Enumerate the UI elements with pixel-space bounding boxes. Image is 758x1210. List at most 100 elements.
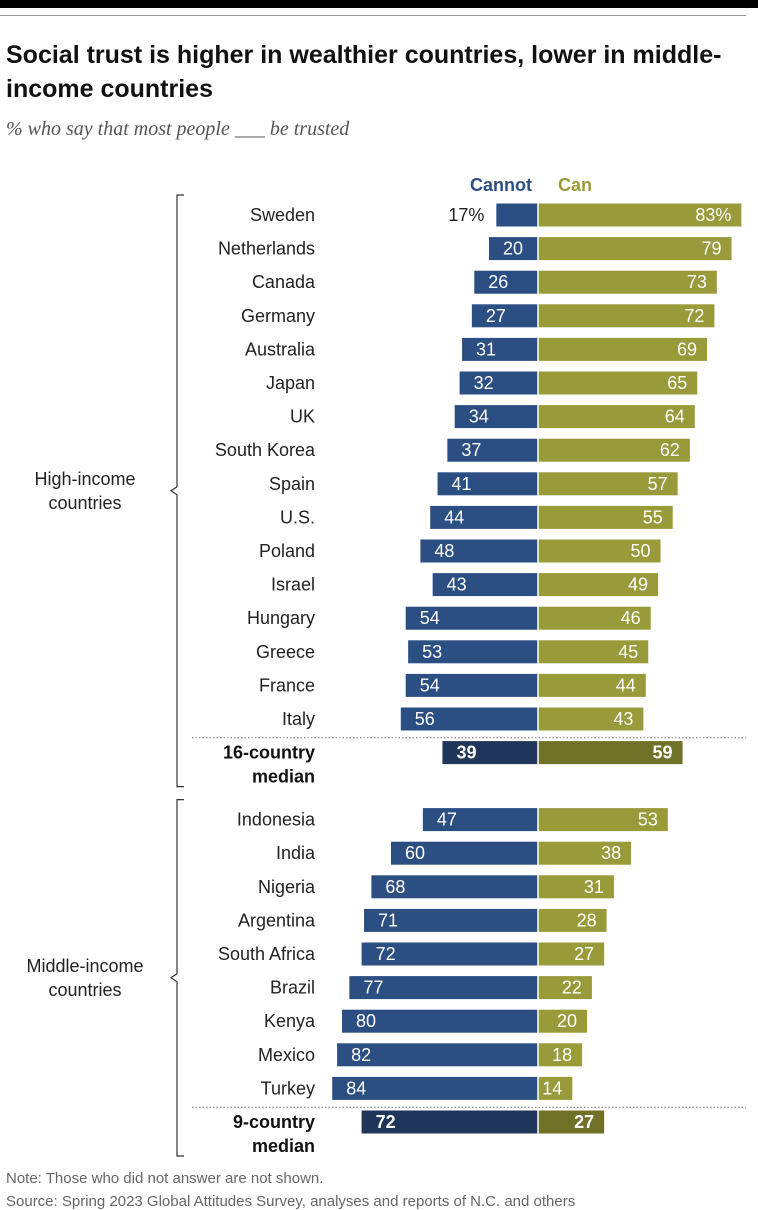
row-turkey-can-bar <box>538 1076 573 1100</box>
row-u-s-can-label: 55 <box>643 507 663 527</box>
row-poland-cannot-bar <box>420 539 538 563</box>
row-germany-cannot-label: 27 <box>486 306 506 326</box>
row-label-israel: Israel <box>271 575 315 595</box>
row-germany-can-label: 72 <box>684 306 704 326</box>
row-germany-can-bar <box>538 304 715 328</box>
row-japan-cannot-bar <box>459 371 538 395</box>
row-brazil-can-bar <box>538 976 592 1000</box>
row-south-korea-can-label: 62 <box>660 440 680 460</box>
row-uk-cannot-bar <box>454 405 538 429</box>
row-uk-can-bar <box>538 405 695 429</box>
median-0-cannot-label: 39 <box>456 743 476 763</box>
row-kenya-can-label: 20 <box>557 1011 577 1031</box>
row-greece-can-bar <box>538 640 649 664</box>
row-japan-can-label: 65 <box>667 373 687 393</box>
row-uk-cannot-label: 34 <box>469 407 489 427</box>
row-label-spain: Spain <box>269 474 315 494</box>
row-spain-cannot-label: 41 <box>452 474 472 494</box>
row-canada-cannot-bar <box>474 270 538 294</box>
row-south-africa-can-label: 27 <box>574 944 594 964</box>
chart-subtitle: % who say that most people ___ be truste… <box>6 118 350 140</box>
row-greece-cannot-label: 53 <box>422 642 442 662</box>
group-label-1-line1: Middle-income <box>26 956 143 976</box>
row-australia-cannot-label: 31 <box>476 339 496 359</box>
row-label-kenya: Kenya <box>264 1011 316 1031</box>
median-0-cannot-bar <box>442 741 538 765</box>
row-south-africa-cannot-bar <box>361 942 538 966</box>
row-label-south-korea: South Korea <box>215 440 316 460</box>
chart-source: Source: Spring 2023 Global Attitudes Sur… <box>6 1193 576 1210</box>
row-argentina-can-bar <box>538 908 607 932</box>
row-label-uk: UK <box>290 407 315 427</box>
legend-cannot: Cannot <box>470 175 532 195</box>
row-spain-can-label: 57 <box>648 474 668 494</box>
row-indonesia-cannot-bar <box>422 808 538 832</box>
row-label-indonesia: Indonesia <box>237 810 316 830</box>
row-kenya-cannot-bar <box>342 1009 538 1033</box>
median-1-cannot-bar <box>361 1110 538 1134</box>
row-label-australia: Australia <box>245 339 316 359</box>
row-israel-cannot-bar <box>432 573 538 597</box>
row-spain-can-bar <box>538 472 678 496</box>
row-poland-can-bar <box>538 539 661 563</box>
row-label-argentina: Argentina <box>238 910 316 930</box>
row-india-can-label: 38 <box>601 843 621 863</box>
row-label-nigeria: Nigeria <box>258 877 316 897</box>
top-rule <box>0 0 758 8</box>
row-indonesia-cannot-label: 47 <box>437 810 457 830</box>
row-sweden-cannot-bar <box>496 203 538 227</box>
row-nigeria-can-label: 31 <box>584 877 604 897</box>
row-nigeria-cannot-label: 68 <box>385 877 405 897</box>
row-australia-can-label: 69 <box>677 339 697 359</box>
row-label-hungary: Hungary <box>247 608 315 628</box>
row-indonesia-can-label: 53 <box>638 810 658 830</box>
row-nigeria-cannot-bar <box>371 875 538 899</box>
row-indonesia-can-bar <box>538 808 668 832</box>
median-0-can-bar <box>538 741 683 765</box>
row-south-africa-cannot-label: 72 <box>376 944 396 964</box>
row-italy-cannot-label: 56 <box>415 709 435 729</box>
row-label-netherlands: Netherlands <box>218 239 315 259</box>
row-israel-can-label: 49 <box>628 575 648 595</box>
row-label-canada: Canada <box>252 272 316 292</box>
row-label-south-africa: South Africa <box>218 944 316 964</box>
diverging-bar-chart: Cannot Can Sweden 17% 83% Netherlands 20 79 Cana… <box>26 175 746 1157</box>
row-hungary-cannot-bar <box>405 606 538 630</box>
row-label-mexico: Mexico <box>258 1045 315 1065</box>
median-0-can-label: 59 <box>653 743 673 763</box>
row-italy-can-bar <box>538 707 644 731</box>
row-mexico-can-label: 18 <box>552 1045 572 1065</box>
row-south-africa-can-bar <box>538 942 605 966</box>
median-1-cannot-label: 72 <box>376 1112 396 1132</box>
row-label-brazil: Brazil <box>270 978 315 998</box>
row-india-cannot-bar <box>391 841 538 865</box>
row-india-cannot-label: 60 <box>405 843 425 863</box>
group-bracket-0 <box>169 194 184 788</box>
row-kenya-cannot-label: 80 <box>356 1011 376 1031</box>
row-sweden-can-label: 83% <box>695 205 731 225</box>
group-bracket-1 <box>169 799 184 1157</box>
row-poland-cannot-label: 48 <box>434 541 454 561</box>
row-sweden-can-bar <box>538 203 742 227</box>
group-label-1-line2: countries <box>48 980 121 1000</box>
row-uk-can-label: 64 <box>665 407 685 427</box>
median-1-can-bar <box>538 1110 605 1134</box>
row-turkey-cannot-label: 84 <box>346 1078 366 1098</box>
row-u-s-can-bar <box>538 505 673 529</box>
row-netherlands-cannot-label: 20 <box>503 239 523 259</box>
row-south-korea-cannot-label: 37 <box>461 440 481 460</box>
row-japan-can-bar <box>538 371 698 395</box>
row-label-sweden: Sweden <box>250 205 315 225</box>
row-argentina-can-label: 28 <box>577 910 597 930</box>
row-mexico-cannot-label: 82 <box>351 1045 371 1065</box>
row-label-india: India <box>276 843 316 863</box>
row-germany-cannot-bar <box>471 304 538 328</box>
row-italy-can-label: 43 <box>613 709 633 729</box>
group-label-0-line1: High-income <box>34 469 135 489</box>
median-1-can-label: 27 <box>574 1112 594 1132</box>
median-label-0-line2: median <box>252 767 315 787</box>
row-south-korea-can-bar <box>538 438 690 462</box>
row-hungary-can-label: 46 <box>621 608 641 628</box>
row-israel-can-bar <box>538 573 659 597</box>
median-label-1-line1: 9-country <box>233 1112 315 1132</box>
